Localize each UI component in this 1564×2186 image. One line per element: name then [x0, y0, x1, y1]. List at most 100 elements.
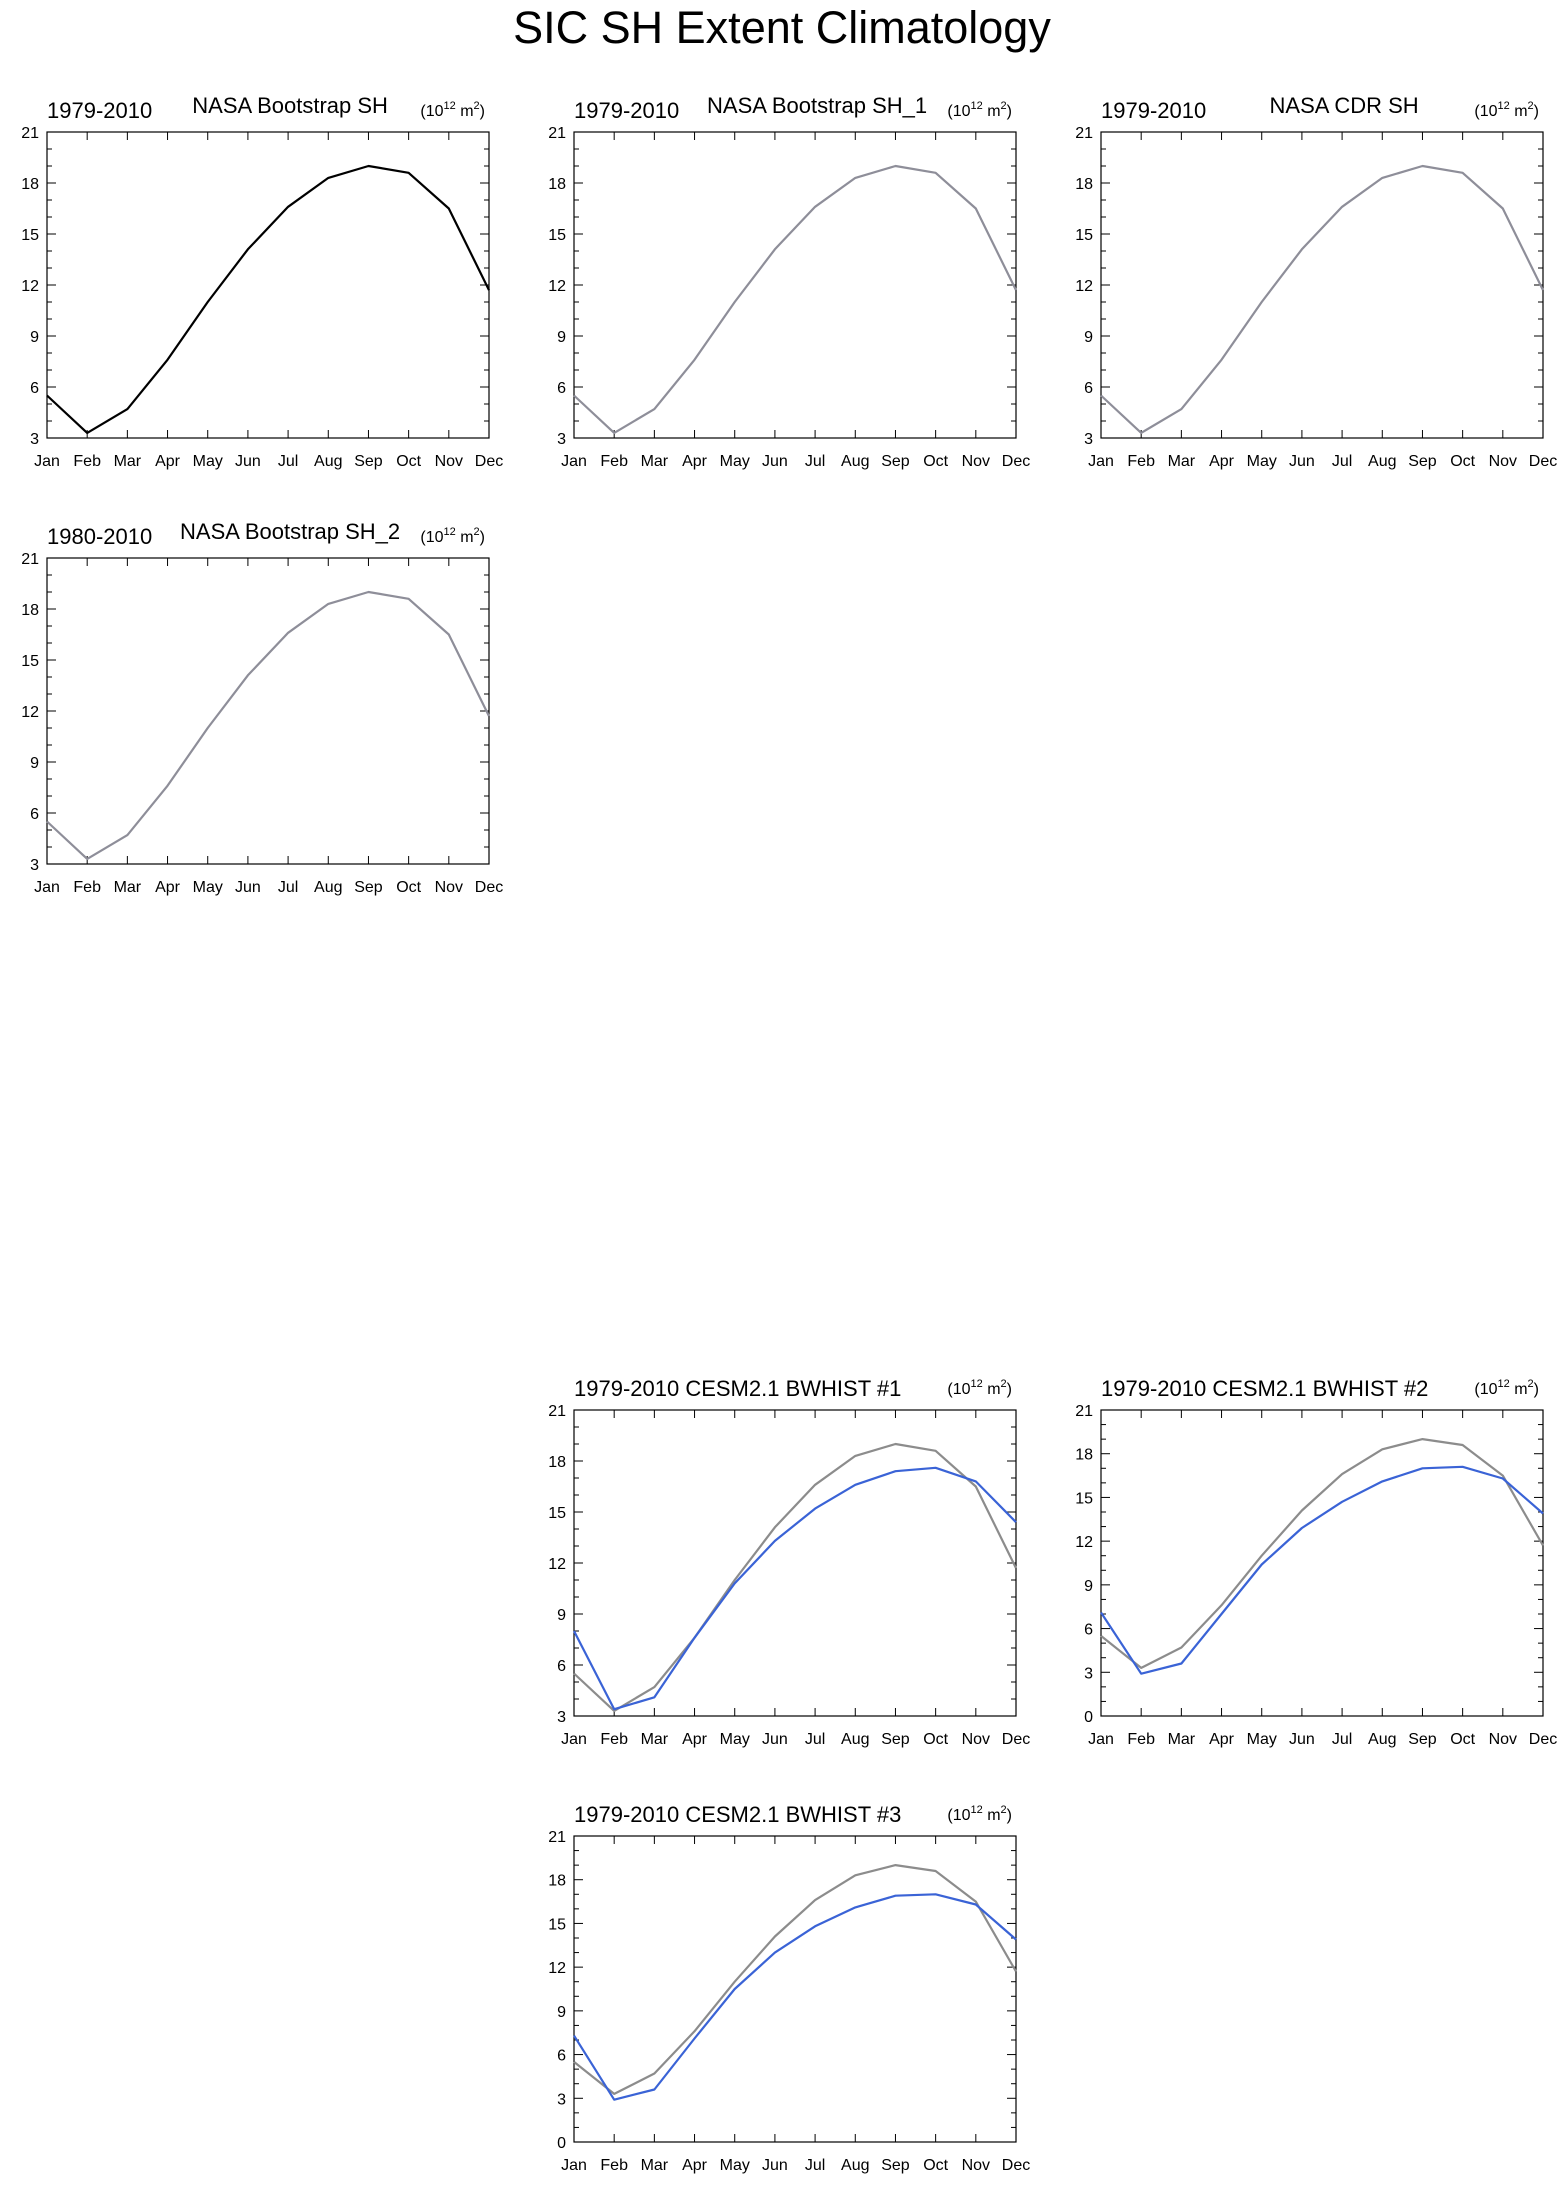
x-tick-label: Aug	[841, 2157, 869, 2174]
plot-frame	[46, 131, 490, 439]
y-tick-label: 6	[1084, 380, 1093, 397]
chart-panel-2: Jan Feb Mar Apr May Jun Jul Aug Sep Oct Nov Dec 3 6 9 1…	[548, 93, 1030, 470]
x-tick-label: Jun	[235, 453, 261, 470]
x-tick-label: Jan	[1088, 453, 1114, 470]
y-tick-label: 6	[30, 380, 39, 397]
x-tick-label: Jun	[762, 453, 788, 470]
panel-left-title: 1979-2010 CESM2.1 BWHIST #3	[574, 1802, 901, 1827]
x-tick-label: Jan	[561, 1731, 587, 1748]
x-tick-label: May	[193, 453, 223, 470]
plot-frame	[573, 1835, 1017, 2143]
plot-frame	[573, 1409, 1017, 1717]
chart-panel-1: Jan Feb Mar Apr May Jun Jul Aug Sep Oct Nov Dec 3 6 9 1…	[21, 93, 503, 470]
x-tick-label: Oct	[1450, 1731, 1475, 1748]
y-tick-label: 15	[548, 227, 566, 244]
x-tick-label: Oct	[923, 453, 948, 470]
panel-center-title: NASA Bootstrap SH_1	[707, 93, 927, 118]
x-tick-label: Nov	[962, 1731, 990, 1748]
x-tick-label: Dec	[1002, 453, 1030, 470]
x-tick-label: Mar	[641, 2157, 669, 2174]
x-tick-label: Jan	[34, 879, 60, 896]
chart-panel-6: Jan Feb Mar Apr May Jun Jul Aug Sep Oct Nov Dec 0 3 6 9…	[1075, 1376, 1557, 1748]
series-line-model_blue	[573, 1893, 1017, 2101]
y-tick-label: 6	[557, 2048, 566, 2065]
x-tick-label: Nov	[435, 453, 463, 470]
units-label: (1012 m2)	[420, 526, 485, 546]
x-tick-label: Jul	[805, 453, 825, 470]
x-tick-label: Nov	[962, 453, 990, 470]
y-tick-label: 15	[1075, 227, 1093, 244]
x-tick-label: Nov	[1489, 1731, 1517, 1748]
x-tick-label: Nov	[435, 879, 463, 896]
y-tick-label: 9	[557, 329, 566, 346]
y-tick-label: 6	[557, 380, 566, 397]
x-tick-label: Jul	[278, 453, 298, 470]
units-label: (1012 m2)	[1474, 1378, 1539, 1398]
x-tick-label: Jan	[561, 2157, 587, 2174]
series-line-observation_grey	[1100, 164, 1544, 434]
y-tick-label: 21	[548, 125, 566, 142]
x-tick-label: Oct	[923, 2157, 948, 2174]
x-tick-label: Dec	[1529, 1731, 1557, 1748]
y-tick-label: 0	[1084, 1709, 1093, 1726]
chart-panel-7: Jan Feb Mar Apr May Jun Jul Aug Sep Oct Nov Dec 0 3 6 9…	[548, 1802, 1030, 2174]
x-tick-label: Apr	[682, 1731, 708, 1748]
plot-frame	[46, 557, 490, 865]
x-tick-label: Mar	[641, 453, 669, 470]
x-tick-label: Sep	[354, 879, 383, 896]
x-tick-label: May	[720, 453, 750, 470]
y-tick-label: 18	[548, 1873, 566, 1890]
y-tick-label: 3	[557, 2091, 566, 2108]
x-tick-label: Dec	[1002, 2157, 1030, 2174]
panel-center-title: NASA Bootstrap SH_2	[180, 519, 400, 544]
x-tick-label: May	[720, 2157, 750, 2174]
series-line-observation_grey	[573, 164, 1017, 434]
y-tick-label: 9	[557, 1607, 566, 1624]
x-tick-label: Jun	[1289, 1731, 1315, 1748]
series-line-reference_grey	[573, 1442, 1017, 1713]
x-tick-label: Oct	[396, 453, 421, 470]
x-tick-label: Jan	[561, 453, 587, 470]
y-tick-label: 15	[21, 227, 39, 244]
chart-panel-4: Jan Feb Mar Apr May Jun Jul Aug Sep Oct Nov Dec 3 6 9 1…	[21, 519, 503, 896]
y-tick-label: 21	[21, 551, 39, 568]
y-tick-label: 18	[1075, 1447, 1093, 1464]
y-tick-label: 18	[21, 176, 39, 193]
x-tick-label: Feb	[600, 453, 628, 470]
x-tick-label: May	[193, 879, 223, 896]
x-tick-label: Feb	[600, 2157, 628, 2174]
x-tick-label: Sep	[881, 2157, 910, 2174]
x-tick-label: Apr	[155, 879, 181, 896]
x-tick-label: Dec	[1529, 453, 1557, 470]
x-tick-label: Jun	[762, 2157, 788, 2174]
plot-frame	[1100, 1409, 1544, 1717]
x-tick-label: Mar	[1168, 453, 1196, 470]
panel-left-title: 1979-2010	[47, 98, 152, 123]
x-tick-label: Dec	[1002, 1731, 1030, 1748]
panel-left-title: 1979-2010 CESM2.1 BWHIST #1	[574, 1376, 901, 1401]
y-tick-label: 18	[548, 176, 566, 193]
x-tick-label: Mar	[641, 1731, 669, 1748]
x-tick-label: Apr	[682, 2157, 708, 2174]
y-tick-label: 6	[30, 806, 39, 823]
x-tick-label: Nov	[962, 2157, 990, 2174]
y-tick-label: 12	[21, 704, 39, 721]
plot-frame	[1100, 131, 1544, 439]
x-tick-label: Feb	[1127, 1731, 1155, 1748]
x-tick-label: Oct	[396, 879, 421, 896]
x-tick-label: May	[1247, 1731, 1277, 1748]
x-tick-label: Feb	[600, 1731, 628, 1748]
x-tick-label: Apr	[682, 453, 708, 470]
x-tick-label: Sep	[1408, 1731, 1437, 1748]
x-tick-label: Aug	[841, 1731, 869, 1748]
units-label: (1012 m2)	[1474, 100, 1539, 120]
y-tick-label: 21	[548, 1829, 566, 1846]
series-line-reference_grey	[1100, 1437, 1544, 1670]
panel-left-title: 1979-2010	[1101, 98, 1206, 123]
y-tick-label: 9	[557, 2004, 566, 2021]
y-tick-label: 21	[1075, 1403, 1093, 1420]
y-tick-label: 9	[30, 755, 39, 772]
panel-center-title: NASA Bootstrap SH	[192, 93, 388, 118]
x-tick-label: Sep	[1408, 453, 1437, 470]
x-tick-label: Jul	[1332, 1731, 1352, 1748]
